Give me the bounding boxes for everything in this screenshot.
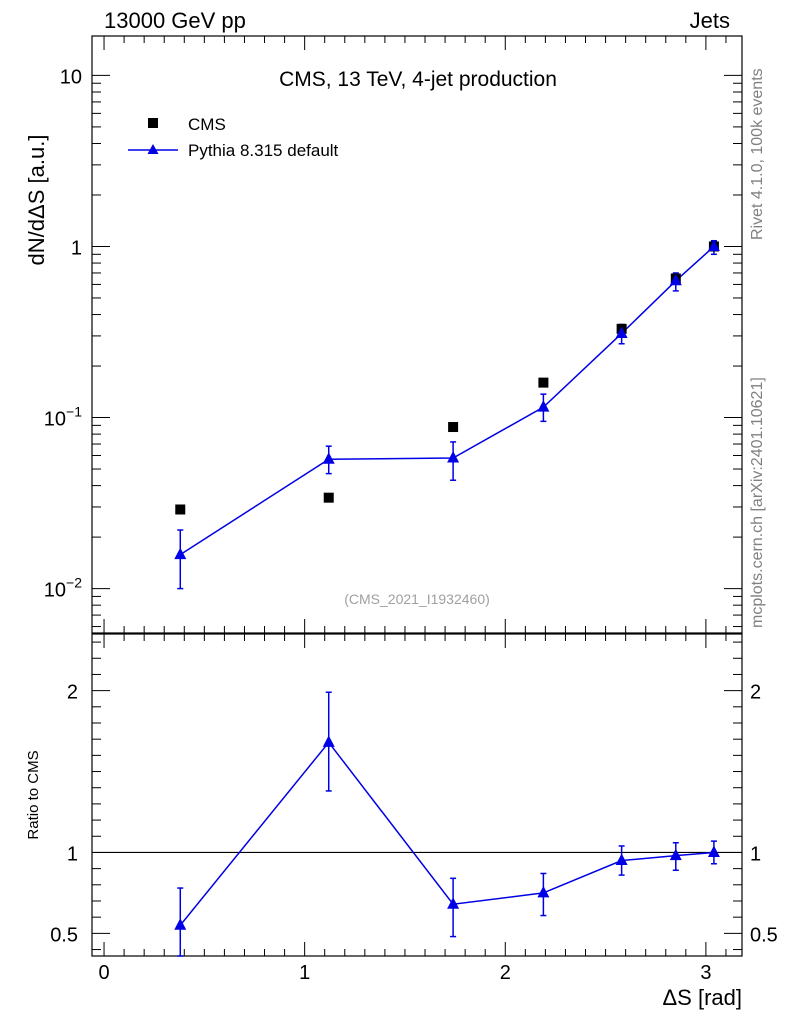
- ratio-y-tick-label-right: 1: [750, 843, 761, 865]
- cms-data-point: [538, 377, 549, 388]
- ratio-y-tick-label-left: 0.5: [50, 924, 78, 946]
- pythia-data-point: [174, 547, 187, 560]
- ratio-y-tick-label-right: 2: [750, 682, 761, 704]
- pythia-data-point: [322, 452, 335, 464]
- cms-data-point: [175, 504, 186, 515]
- pythia-series-line: [179, 245, 715, 556]
- ratio-panel: 0.5 0.5 1 1 2 2 0 1 2 3 Ratio to CMS ΔS [rad]: [25, 633, 778, 1010]
- rivet-label: Rivet 4.1.0, 100k events: [749, 68, 766, 240]
- pythia-data-point: [447, 450, 460, 463]
- main-panel: 10−2 10−1 1 10 dN/dΔS [a.u.] CMS, 13 TeV, 4…: [24, 35, 743, 634]
- plot-title: CMS, 13 TeV, 4-jet production: [279, 68, 557, 91]
- ratio-data-point: [537, 885, 550, 898]
- pythia-data-point: [669, 273, 682, 286]
- header-right-label: Jets: [690, 8, 730, 33]
- pythia-data-point: [615, 326, 628, 338]
- pythia-data-point: [707, 239, 720, 251]
- x-axis-label: ΔS [rad]: [662, 985, 742, 1010]
- ratio-panel-frame: [91, 633, 743, 957]
- ratio-data-point: [707, 845, 720, 857]
- header-left-label: 13000 GeV pp: [104, 8, 246, 33]
- analysis-tag: (CMS_2021_I1932460): [344, 591, 490, 607]
- y-tick-label: 1: [71, 237, 82, 259]
- y-tick-label: 10: [60, 66, 82, 88]
- ratio-y-axis-label: Ratio to CMS: [25, 750, 42, 839]
- ratio-series-line: [179, 741, 714, 926]
- main-y-axis-label: dN/dΔS [a.u.]: [24, 135, 49, 266]
- main-axis-ticks: [92, 36, 742, 633]
- x-tick-label: 1: [299, 962, 310, 984]
- legend-marker-pythia: [147, 144, 159, 154]
- legend: CMS Pythia 8.315 default: [128, 115, 339, 160]
- main-data-marks: [174, 239, 720, 590]
- legend-label-pythia: Pythia 8.315 default: [188, 141, 339, 160]
- y-tick-label: 10−1: [44, 404, 82, 431]
- main-y-tick-labels: 10−2 10−1 1 10: [44, 66, 82, 601]
- ratio-data-marks: [174, 691, 720, 957]
- ratio-axis-ticks: [92, 634, 742, 956]
- ratio-y-tick-labels: 0.5 0.5 1 1 2 2: [50, 682, 778, 947]
- ratio-data-point: [174, 918, 187, 930]
- main-panel-frame: [91, 35, 743, 634]
- x-tick-labels: 0 1 2 3: [98, 962, 711, 984]
- ratio-data-point: [669, 848, 682, 861]
- x-tick-label: 0: [98, 962, 109, 984]
- ratio-data-point: [447, 897, 460, 909]
- ratio-y-tick-label-left: 2: [67, 682, 78, 704]
- ratio-y-tick-label-right: 0.5: [750, 924, 778, 946]
- ratio-data-point: [322, 735, 335, 747]
- ratio-y-tick-label-left: 1: [67, 843, 78, 865]
- pythia-data-point: [537, 400, 550, 412]
- ratio-data-point: [615, 853, 628, 866]
- cms-data-point: [448, 422, 459, 433]
- cms-data-point: [323, 492, 334, 503]
- legend-marker-cms: [148, 118, 158, 128]
- x-tick-label: 2: [500, 962, 511, 984]
- mcplots-label: mcplots.cern.ch [arXiv:2401.10621]: [749, 377, 766, 628]
- x-tick-label: 3: [700, 962, 711, 984]
- legend-label-cms: CMS: [188, 115, 226, 134]
- y-tick-label: 10−2: [44, 575, 82, 602]
